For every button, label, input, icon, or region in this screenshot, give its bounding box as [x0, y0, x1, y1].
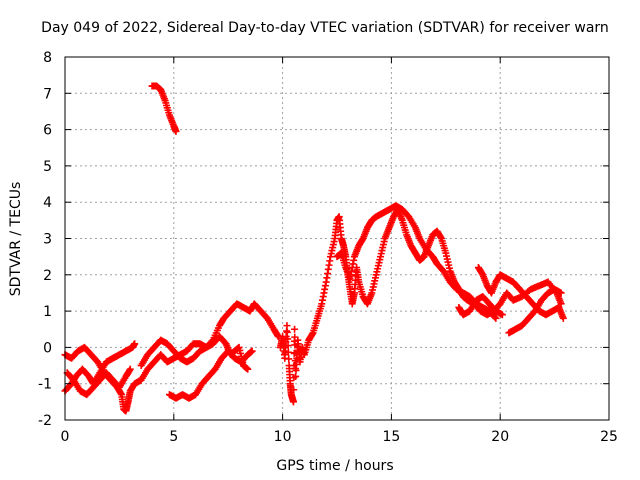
data-point	[289, 398, 297, 406]
y-tick-label: -2	[38, 413, 52, 429]
series-track-10	[505, 285, 565, 337]
data-point	[283, 328, 291, 336]
y-tick-label: 8	[43, 50, 52, 66]
y-tick-label: 1	[43, 304, 52, 320]
data-point	[491, 313, 499, 321]
y-tick-label: -1	[38, 377, 52, 393]
data-point	[285, 355, 293, 363]
data-point	[284, 335, 292, 343]
x-tick-label: 10	[274, 429, 292, 445]
x-axis-label: GPS time / hours	[276, 458, 393, 474]
data-point	[498, 311, 506, 319]
data-point	[291, 325, 299, 333]
data-point	[283, 322, 291, 330]
series-track-6	[165, 347, 256, 402]
data-point	[559, 314, 567, 322]
data-point	[290, 386, 298, 394]
data-point	[172, 127, 180, 135]
data-point	[126, 365, 134, 373]
x-tick-label: 20	[491, 429, 509, 445]
series-track-11	[455, 293, 506, 319]
data-point	[557, 289, 565, 297]
data-points	[61, 82, 567, 415]
data-point	[292, 366, 300, 374]
chart-title: Day 049 of 2022, Sidereal Day-to-day VTE…	[41, 20, 609, 36]
data-point	[248, 347, 256, 355]
x-tick-label: 5	[169, 429, 178, 445]
x-tick-label: 25	[600, 429, 618, 445]
y-tick-label: 6	[43, 123, 52, 139]
data-point	[292, 360, 300, 368]
y-axis-ticks: -2 -1 0 1 2 3 4 5 6 7 8	[38, 50, 609, 429]
data-point	[284, 342, 292, 350]
series-track-4	[137, 333, 252, 373]
series-track-2	[61, 340, 139, 395]
grid-lines	[65, 57, 609, 420]
y-tick-label: 5	[43, 159, 52, 175]
series-track-5	[148, 82, 180, 135]
data-point	[284, 348, 292, 356]
y-tick-label: 7	[43, 86, 52, 102]
data-point	[244, 365, 252, 373]
series-track-8	[333, 202, 500, 322]
y-tick-label: 3	[43, 232, 52, 248]
x-tick-label: 15	[382, 429, 400, 445]
y-tick-label: 2	[43, 268, 52, 284]
data-point	[131, 340, 139, 348]
y-tick-label: 4	[43, 195, 52, 211]
x-tick-label: 0	[61, 429, 70, 445]
series-track-7	[276, 205, 565, 406]
y-axis-label: SDTVAR / TECUs	[8, 182, 24, 297]
data-point	[492, 314, 500, 322]
data-point	[292, 372, 300, 380]
y-tick-label: 0	[43, 340, 52, 356]
x-axis-ticks: 0 5 10 15 20 25	[61, 57, 618, 445]
series-track-9	[474, 264, 567, 322]
data-point	[557, 300, 565, 308]
